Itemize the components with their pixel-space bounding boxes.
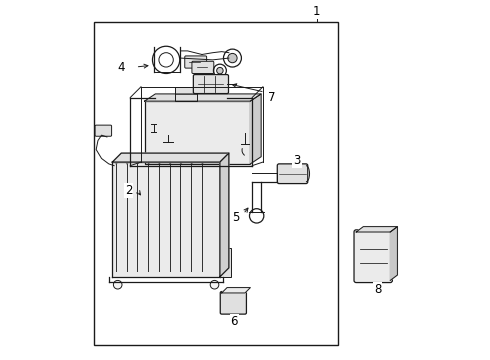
FancyBboxPatch shape: [354, 230, 392, 283]
Text: 5: 5: [232, 211, 240, 224]
Text: 1: 1: [313, 5, 320, 18]
FancyBboxPatch shape: [220, 292, 246, 314]
FancyBboxPatch shape: [277, 164, 308, 184]
Polygon shape: [112, 153, 229, 162]
Bar: [175, 87, 196, 101]
Text: 2: 2: [124, 184, 132, 197]
Bar: [145, 101, 250, 164]
Polygon shape: [390, 226, 397, 280]
Bar: [95, 22, 338, 345]
Polygon shape: [250, 94, 261, 164]
Bar: [220, 248, 231, 277]
Circle shape: [228, 53, 237, 63]
Polygon shape: [220, 153, 229, 277]
Text: 8: 8: [374, 283, 381, 296]
Circle shape: [217, 67, 223, 74]
Polygon shape: [221, 288, 250, 293]
Circle shape: [210, 280, 219, 289]
FancyBboxPatch shape: [192, 61, 214, 73]
Polygon shape: [145, 94, 261, 101]
Bar: [112, 162, 220, 277]
FancyBboxPatch shape: [95, 125, 112, 136]
Text: 6: 6: [230, 315, 238, 328]
Text: 4: 4: [118, 60, 125, 73]
FancyBboxPatch shape: [194, 75, 228, 94]
Circle shape: [113, 280, 122, 289]
Polygon shape: [356, 226, 397, 232]
FancyBboxPatch shape: [185, 56, 207, 68]
Text: 7: 7: [268, 91, 276, 104]
Text: 3: 3: [294, 154, 301, 167]
